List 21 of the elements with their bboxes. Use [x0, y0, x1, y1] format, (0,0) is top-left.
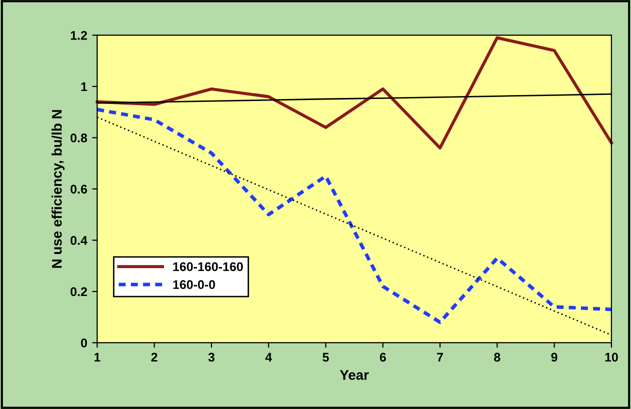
- y-tick-label: 0.6: [70, 184, 87, 194]
- x-tick-label: 2: [151, 352, 158, 362]
- x-axis-title: Year: [340, 370, 369, 380]
- x-tick-label: 3: [208, 352, 214, 362]
- x-tick-label: 9: [551, 352, 558, 362]
- y-tick-label: 1: [81, 82, 88, 91]
- x-tick-label: 1: [94, 352, 100, 362]
- x-tick-label: 4: [265, 352, 272, 362]
- y-tick-label: 0.2: [70, 287, 87, 296]
- y-tick-label: 1.2: [70, 30, 87, 40]
- x-tick-label: 8: [494, 352, 500, 362]
- x-tick-label: 6: [380, 352, 386, 362]
- y-tick-label: 0: [80, 338, 87, 348]
- x-tick-label: 5: [322, 352, 329, 362]
- y-tick-label: 0.8: [70, 133, 88, 142]
- x-tick-label: 10: [605, 352, 618, 362]
- legend-label: 160-0-0: [173, 280, 216, 290]
- legend-label: 160-160-160: [173, 262, 243, 272]
- y-axis-title: N use efficiency, bu/lb N: [52, 110, 65, 268]
- y-tick-label: 0.4: [70, 236, 88, 245]
- x-tick-label: 7: [437, 352, 443, 362]
